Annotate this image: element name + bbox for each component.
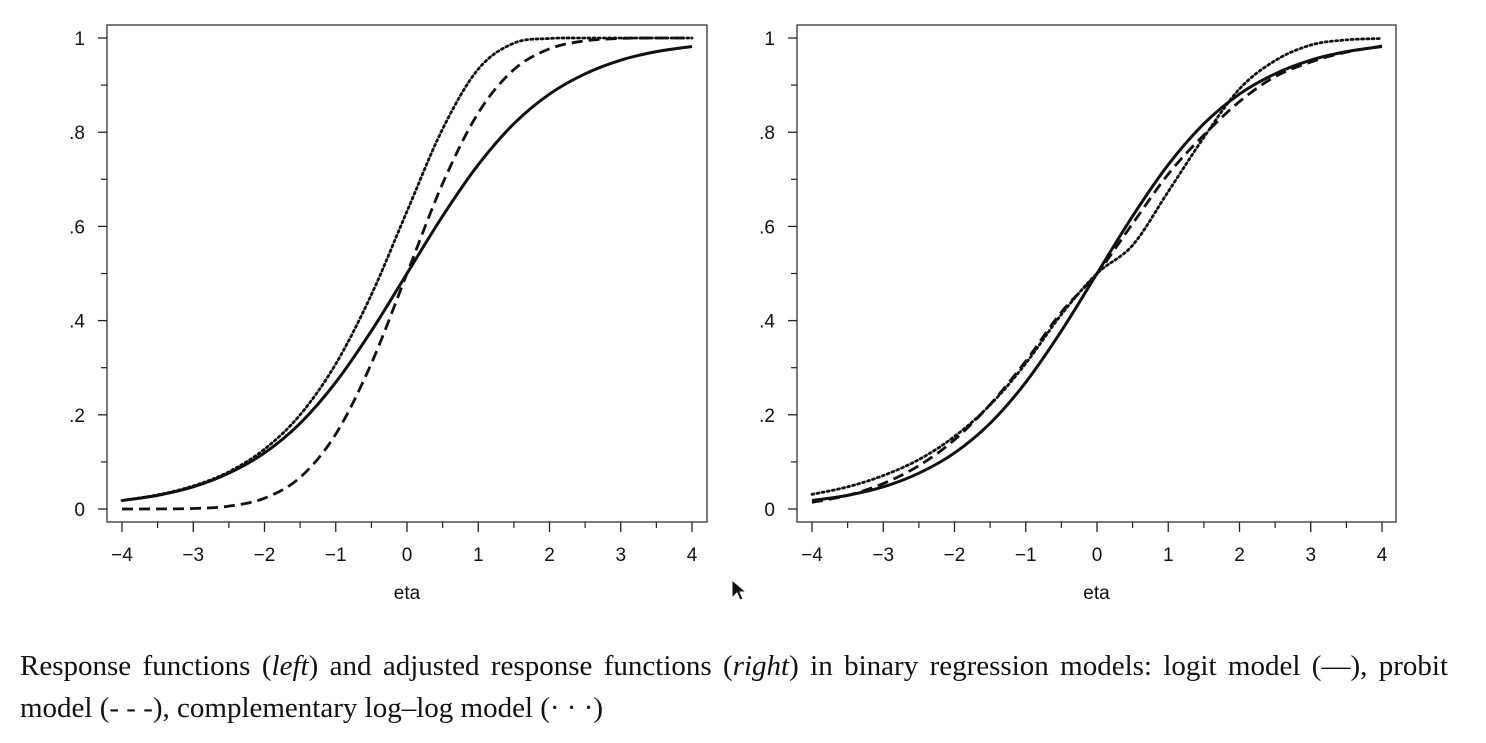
y-tick-label: .2 bbox=[759, 406, 775, 427]
x-tick-label: 1 bbox=[1163, 545, 1174, 566]
x-tick-label: 4 bbox=[687, 545, 698, 566]
x-tick-label: −4 bbox=[801, 545, 823, 566]
x-axis-title: eta bbox=[394, 583, 421, 604]
x-tick-label: −3 bbox=[182, 545, 204, 566]
x-tick-label: 1 bbox=[473, 545, 484, 566]
y-tick-label: .8 bbox=[69, 123, 85, 144]
x-tick-label: 3 bbox=[615, 545, 626, 566]
x-tick-label: −4 bbox=[111, 545, 133, 566]
x-axis-title: eta bbox=[1083, 583, 1110, 604]
x-tick-label: −3 bbox=[872, 545, 894, 566]
series-line-dashed bbox=[121, 36, 693, 511]
y-tick-label: .8 bbox=[759, 123, 775, 144]
series-line-dotted bbox=[120, 36, 694, 502]
chart-panel-2: 0 .2 .4 .6 .8 1 −4 −3 −2 −1 0 1 2 3 4 eta bbox=[759, 24, 1397, 604]
y-tick-label: .4 bbox=[69, 312, 85, 333]
y-tick-label: .6 bbox=[69, 217, 85, 238]
y-tick-label: .6 bbox=[759, 217, 775, 238]
y-tick-label: 1 bbox=[764, 29, 775, 50]
mouse-cursor-icon bbox=[731, 578, 748, 601]
caption-text-3: ) in binary regression models: logit mod… bbox=[20, 650, 1448, 724]
x-tick-label: 2 bbox=[1234, 545, 1245, 566]
chart-panel-1: 0 .2 .4 .6 .8 1 −4 −3 −2 −1 0 1 2 3 4 eta bbox=[69, 24, 708, 604]
x-tick-label: 2 bbox=[544, 545, 555, 566]
x-tick-label: 0 bbox=[1092, 545, 1103, 566]
x-tick-label: −2 bbox=[944, 545, 966, 566]
caption-left-word: left bbox=[271, 650, 309, 682]
x-tick-label: 3 bbox=[1305, 545, 1316, 566]
caption-right-word: right bbox=[732, 650, 790, 682]
x-tick-label: −1 bbox=[1015, 545, 1037, 566]
charts-canvas: 0 .2 .4 .6 .8 1 −4 −3 −2 −1 0 1 2 3 4 eta 0 .2 .4 .6 .8 1 −4 −3… bbox=[69, 24, 1397, 604]
caption-text-2: ) and adjusted response functions ( bbox=[308, 650, 733, 682]
y-tick-label: 0 bbox=[764, 500, 775, 521]
x-tick-label: −2 bbox=[254, 545, 276, 566]
caption-text-1: Response functions ( bbox=[20, 650, 272, 682]
series-line-dotted bbox=[810, 37, 1384, 496]
figure-caption: Response functions (left) and adjusted r… bbox=[20, 645, 1448, 729]
y-tick-label: 1 bbox=[74, 29, 85, 50]
y-tick-label: .2 bbox=[69, 406, 85, 427]
x-tick-label: −1 bbox=[325, 545, 347, 566]
x-tick-label: 0 bbox=[402, 545, 413, 566]
y-tick-label: 0 bbox=[74, 500, 85, 521]
x-tick-label: 4 bbox=[1377, 545, 1388, 566]
y-tick-label: .4 bbox=[759, 312, 775, 333]
